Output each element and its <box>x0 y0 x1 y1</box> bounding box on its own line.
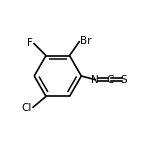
Text: C: C <box>106 75 113 85</box>
Text: F: F <box>27 38 33 48</box>
Text: Cl: Cl <box>21 103 32 113</box>
Text: N: N <box>91 75 99 85</box>
Text: S: S <box>120 75 127 85</box>
Text: Br: Br <box>80 36 92 46</box>
